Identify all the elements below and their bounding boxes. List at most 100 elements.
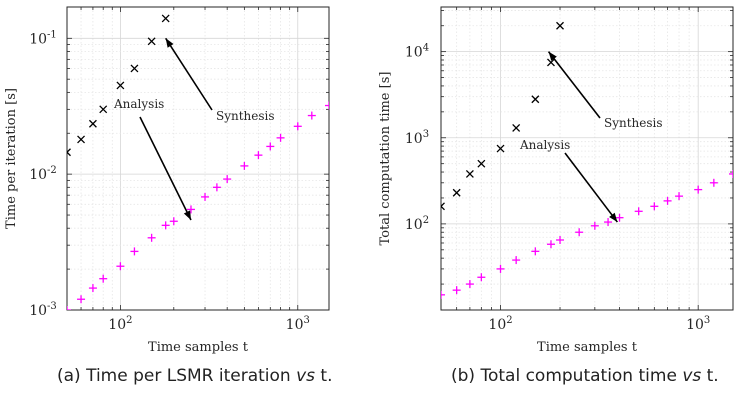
annotation-arrow bbox=[139, 116, 192, 221]
y-tick-label: 10-2 bbox=[29, 165, 57, 183]
analysis-point bbox=[130, 247, 139, 256]
caption-a-prefix: (a) Time per LSMR iteration bbox=[57, 366, 297, 386]
y-axis-label: Total computation time [s] bbox=[378, 72, 393, 246]
x-tick-label: 102 bbox=[488, 315, 512, 333]
annotation-arrow bbox=[564, 152, 618, 223]
synthesis-point bbox=[556, 21, 564, 30]
x-tick-exponent: 2 bbox=[506, 315, 512, 326]
annotation-arrow bbox=[547, 51, 601, 119]
caption-a: (a) Time per LSMR iteration vs t. bbox=[57, 366, 333, 386]
analysis-point bbox=[88, 284, 97, 293]
annotation-label: Synthesis bbox=[604, 116, 663, 130]
synthesis-point bbox=[452, 188, 461, 197]
synthesis-point bbox=[547, 58, 555, 67]
x-axis-label: Time samples t bbox=[148, 340, 249, 355]
analysis-point bbox=[161, 221, 170, 230]
x-axis-label: Time samples t bbox=[537, 340, 638, 355]
analysis-point bbox=[729, 169, 733, 178]
synthesis-point bbox=[77, 135, 86, 144]
x-tick-exponent: 3 bbox=[704, 315, 710, 326]
y-tick-exponent: 3 bbox=[423, 129, 429, 140]
axes-box bbox=[440, 6, 734, 311]
synthesis-point bbox=[477, 159, 486, 168]
synthesis-point bbox=[496, 144, 505, 153]
analysis-point bbox=[169, 217, 178, 226]
analysis-point bbox=[441, 290, 445, 299]
analysis-point bbox=[590, 221, 599, 230]
axes-box bbox=[66, 6, 330, 311]
synthesis-point bbox=[512, 123, 521, 132]
analysis-point bbox=[116, 262, 125, 271]
y-tick-exponent: -2 bbox=[47, 165, 57, 176]
analysis-point bbox=[201, 192, 210, 201]
y-tick-exponent: 4 bbox=[423, 43, 429, 54]
y-axis-label: Time per iteration [s] bbox=[4, 88, 19, 229]
analysis-point bbox=[266, 142, 275, 151]
synthesis-point bbox=[441, 202, 445, 211]
x-tick-label: 102 bbox=[108, 315, 132, 333]
analysis-point bbox=[634, 207, 643, 216]
analysis-point bbox=[67, 306, 71, 310]
analysis-point bbox=[276, 133, 285, 142]
synthesis-point bbox=[465, 169, 474, 178]
data-points bbox=[441, 21, 733, 299]
caption-a-suffix: t. bbox=[315, 366, 333, 386]
y-tick-label: 10-3 bbox=[29, 301, 57, 319]
synthesis-point bbox=[531, 95, 540, 104]
analysis-point bbox=[477, 273, 486, 282]
analysis-point bbox=[650, 202, 659, 211]
analysis-point bbox=[293, 122, 302, 131]
synthesis-point bbox=[88, 119, 97, 128]
annotation-arrowhead bbox=[183, 210, 191, 220]
analysis-point bbox=[556, 235, 565, 244]
analysis-point bbox=[531, 247, 540, 256]
y-tick-exponent: -1 bbox=[47, 29, 57, 40]
annotation-arrowhead bbox=[548, 51, 557, 61]
chart-panel-a: 102 103 10-3 10-2 10-1 Time samples t Time per… bbox=[4, 6, 330, 355]
grid bbox=[66, 7, 329, 311]
grid bbox=[440, 7, 733, 311]
y-tick-label: 10-1 bbox=[29, 29, 57, 47]
synthesis-point bbox=[147, 37, 156, 46]
caption-a-vs: vs bbox=[296, 366, 316, 386]
analysis-point bbox=[223, 175, 232, 184]
analysis-point bbox=[604, 218, 613, 227]
analysis-point bbox=[709, 178, 718, 187]
caption-b-vs: vs bbox=[682, 366, 702, 386]
annotation-arrow bbox=[165, 37, 213, 111]
annotation-label: Synthesis bbox=[216, 109, 275, 123]
analysis-point bbox=[77, 295, 86, 304]
analysis-point bbox=[254, 151, 263, 160]
synthesis-point bbox=[130, 64, 139, 73]
analysis-point bbox=[212, 183, 221, 192]
analysis-point bbox=[546, 240, 555, 249]
caption-b-prefix: (b) Total computation time bbox=[451, 366, 683, 386]
y-tick-exponent: -3 bbox=[47, 301, 57, 312]
y-tick-exponent: 2 bbox=[423, 215, 429, 226]
caption-b: (b) Total computation time vs t. bbox=[451, 366, 719, 386]
analysis-point bbox=[325, 101, 329, 110]
synthesis-point bbox=[99, 105, 108, 114]
analysis-point bbox=[99, 274, 108, 283]
synthesis-point bbox=[161, 14, 170, 23]
analysis-point bbox=[147, 233, 156, 242]
analysis-point bbox=[663, 196, 672, 205]
analysis-point bbox=[615, 213, 624, 222]
synthesis-point bbox=[116, 81, 125, 90]
annotation-label: Analysis bbox=[113, 97, 164, 111]
analysis-point bbox=[575, 228, 584, 237]
x-tick-exponent: 2 bbox=[126, 315, 132, 326]
y-tick-label: 102 bbox=[405, 215, 429, 233]
analysis-point bbox=[452, 286, 461, 295]
analysis-point bbox=[496, 264, 505, 273]
x-tick-exponent: 3 bbox=[303, 315, 309, 326]
y-tick-label: 103 bbox=[405, 129, 429, 147]
annotation-arrowhead bbox=[165, 38, 174, 48]
x-tick-label: 103 bbox=[686, 315, 710, 333]
analysis-point bbox=[307, 111, 316, 120]
annotation-label: Analysis bbox=[519, 138, 570, 152]
annotation-arrowhead bbox=[609, 212, 618, 223]
x-tick-label: 103 bbox=[286, 315, 310, 333]
synthesis-point bbox=[67, 148, 71, 157]
